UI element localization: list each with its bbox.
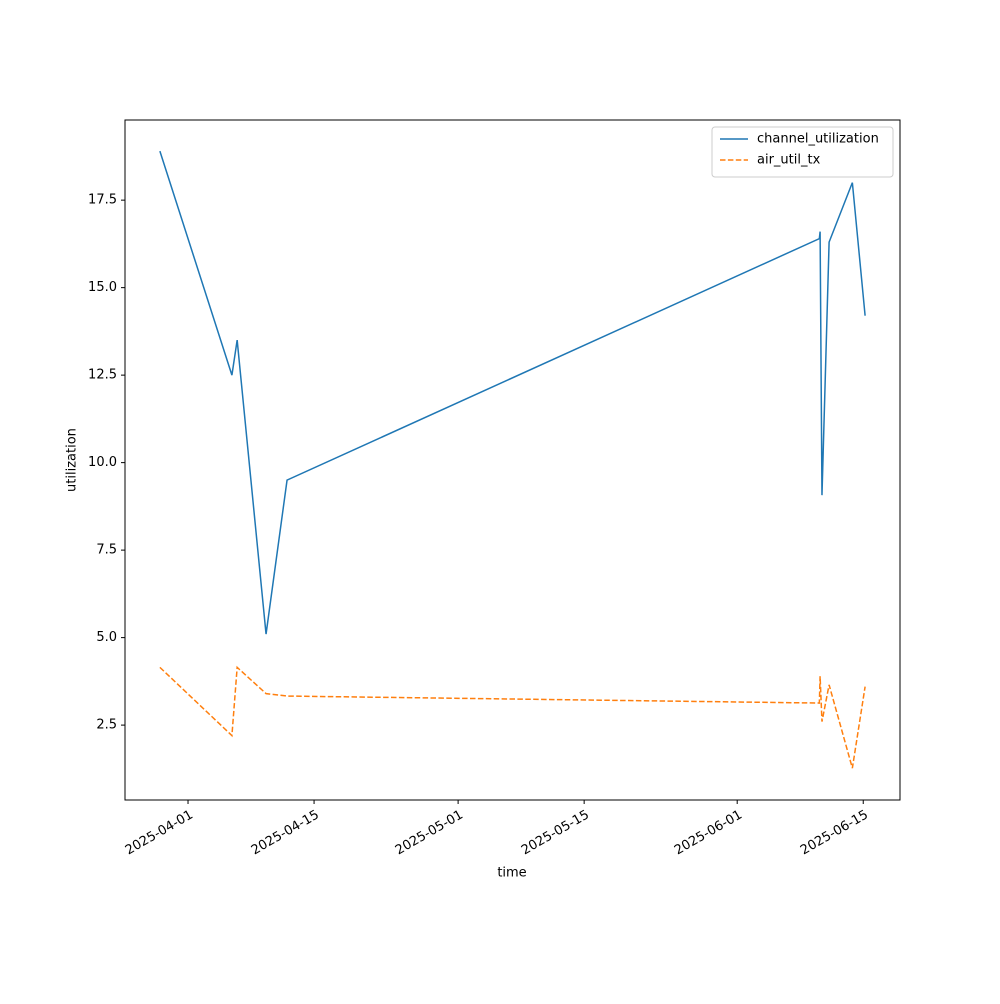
plot-frame — [124, 119, 901, 801]
series-line — [159, 665, 866, 769]
legend-label: channel_utilization — [757, 132, 879, 147]
series-line — [159, 150, 866, 635]
y-axis-label: utilization — [65, 428, 80, 492]
y-tick-label: 2.5 — [96, 718, 117, 733]
y-tick-label: 17.5 — [88, 193, 117, 208]
y-tick-label: 7.5 — [96, 543, 117, 558]
x-axis-label: time — [497, 866, 526, 881]
y-tick-label: 15.0 — [88, 280, 117, 295]
legend-box — [711, 126, 894, 178]
y-tick-label: 5.0 — [96, 630, 117, 645]
legend-label: air_util_tx — [757, 153, 821, 168]
y-tick-label: 12.5 — [88, 368, 117, 383]
y-tick-label: 10.0 — [88, 455, 117, 470]
